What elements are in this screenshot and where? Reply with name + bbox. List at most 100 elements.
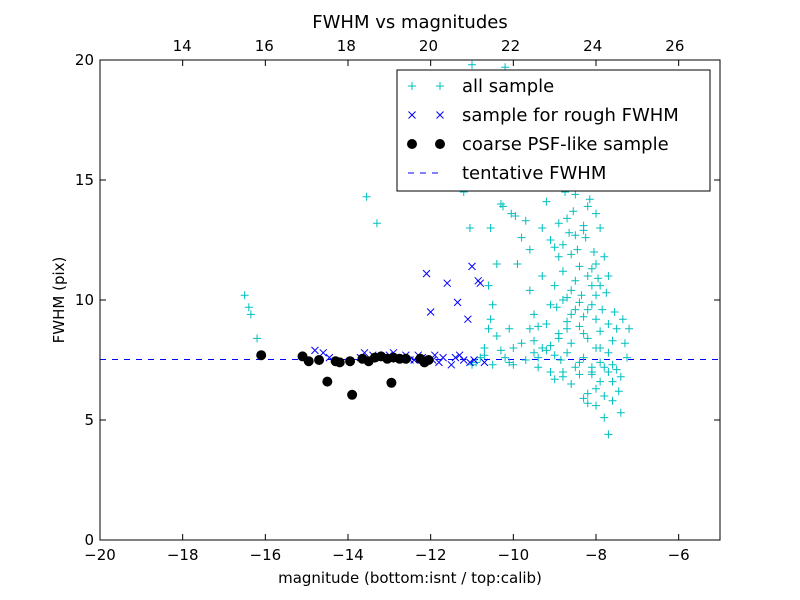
data-point	[592, 315, 600, 324]
data-point	[546, 300, 555, 309]
data-point	[240, 291, 249, 300]
data-point	[400, 353, 411, 364]
x-tick-label: −20	[84, 546, 116, 564]
data-point	[464, 315, 472, 324]
data-point	[618, 315, 627, 324]
data-point	[509, 344, 518, 352]
x-tick-label: −10	[498, 546, 530, 564]
data-point	[558, 240, 567, 249]
data-point	[465, 224, 474, 232]
data-point	[322, 376, 333, 387]
data-point	[517, 233, 526, 242]
data-point	[604, 430, 613, 439]
data-point	[486, 315, 495, 324]
top-x-tick-label: 24	[583, 37, 602, 55]
data-point	[612, 324, 621, 333]
data-point	[579, 312, 588, 321]
data-point	[579, 226, 588, 235]
data-point	[546, 368, 555, 376]
data-point	[587, 300, 596, 309]
data-point	[563, 293, 572, 302]
data-point	[587, 370, 596, 379]
data-point	[534, 363, 543, 372]
data-point	[567, 380, 576, 388]
data-point	[596, 377, 605, 386]
data-point	[525, 286, 534, 295]
data-point	[530, 348, 538, 357]
data-point	[583, 399, 592, 408]
data-point	[372, 219, 381, 228]
data-point	[558, 368, 567, 376]
data-point	[496, 346, 505, 355]
top-x-tick-label: 16	[255, 37, 274, 55]
data-point	[604, 368, 613, 376]
data-point	[499, 202, 507, 211]
data-point	[484, 281, 493, 290]
data-point	[592, 209, 600, 218]
data-point	[575, 298, 584, 307]
data-point	[476, 353, 485, 362]
data-point	[459, 356, 468, 364]
top-x-axis: 14 16 18 20 22 24 26	[173, 37, 685, 55]
data-point	[538, 224, 547, 232]
data-point	[623, 353, 631, 362]
top-x-tick-label: 26	[665, 37, 684, 55]
x-tick-label: −14	[332, 546, 364, 564]
data-point	[554, 219, 563, 228]
data-point	[577, 291, 586, 300]
data-point	[550, 243, 559, 252]
data-point	[345, 356, 356, 367]
data-point	[534, 353, 543, 362]
data-point	[362, 192, 371, 201]
data-point	[558, 296, 567, 304]
data-point	[608, 360, 617, 369]
data-point	[488, 360, 497, 369]
data-point	[610, 308, 619, 316]
x-tick-label: −6	[668, 546, 690, 564]
data-point	[604, 272, 613, 280]
data-point	[596, 281, 605, 290]
data-point	[571, 190, 580, 199]
data-point	[525, 245, 534, 254]
y-axis: 0 5 10 15 20	[75, 51, 720, 549]
data-point	[596, 358, 605, 367]
data-point	[616, 372, 625, 381]
data-point	[596, 327, 605, 336]
legend-label: sample for rough FWHM	[462, 105, 679, 126]
data-point	[505, 358, 514, 367]
data-point	[620, 339, 629, 348]
data-point	[589, 248, 598, 256]
data-point	[492, 332, 501, 340]
data-point	[538, 272, 547, 280]
data-point	[488, 300, 497, 309]
data-point	[554, 252, 563, 261]
data-point	[602, 288, 611, 297]
data-point	[550, 281, 559, 290]
data-point	[244, 303, 253, 312]
data-point	[507, 209, 516, 218]
data-point	[319, 348, 328, 357]
data-point	[451, 353, 460, 362]
data-point	[453, 298, 462, 307]
data-point	[592, 260, 600, 268]
data-point	[347, 389, 358, 400]
data-point	[246, 310, 255, 319]
data-point	[486, 224, 495, 232]
data-point	[598, 305, 607, 314]
data-point	[521, 216, 530, 225]
x-tick-label: −8	[585, 546, 607, 564]
data-point	[480, 344, 489, 352]
data-point	[575, 358, 584, 367]
data-point	[569, 207, 578, 216]
data-point	[592, 384, 600, 393]
data-point	[563, 324, 572, 333]
data-point	[571, 363, 580, 372]
y-tick-label: 0	[84, 531, 94, 549]
chart-title: FWHM vs magnitudes	[312, 12, 507, 33]
data-point	[554, 334, 563, 343]
legend-swatch	[436, 111, 444, 119]
legend: all sample sample for rough FWHM coarse PS…	[396, 69, 711, 192]
data-point	[443, 279, 452, 288]
data-point	[581, 233, 590, 242]
